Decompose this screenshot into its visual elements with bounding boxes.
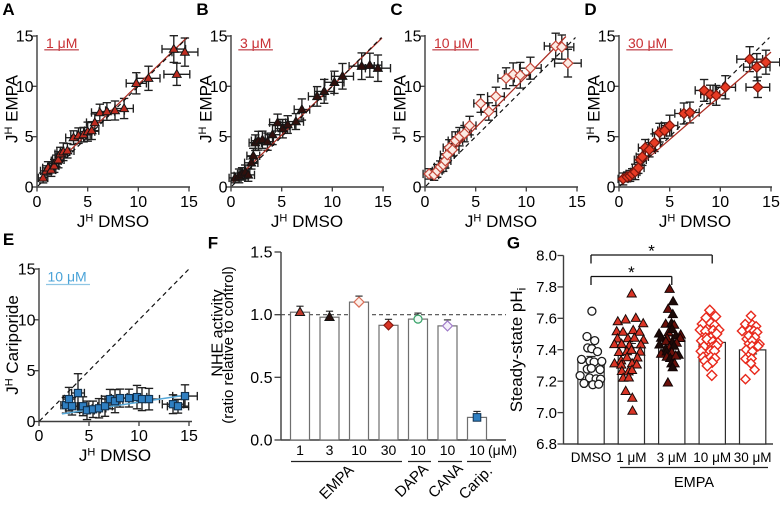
svg-text:15: 15	[180, 194, 198, 211]
svg-text:5: 5	[85, 428, 94, 445]
svg-text:B: B	[196, 0, 208, 19]
svg-text:5: 5	[83, 194, 92, 211]
svg-text:0: 0	[33, 194, 42, 211]
svg-text:15: 15	[180, 428, 198, 445]
svg-text:0: 0	[219, 180, 228, 197]
svg-text:10: 10	[323, 194, 341, 211]
svg-text:0: 0	[27, 414, 36, 431]
svg-text:7.2: 7.2	[536, 373, 557, 390]
svg-text:10: 10	[129, 194, 147, 211]
svg-text:0: 0	[227, 194, 236, 211]
svg-text:10: 10	[410, 442, 426, 458]
svg-text:DMSO: DMSO	[571, 450, 612, 465]
svg-text:0: 0	[615, 194, 624, 211]
svg-text:5: 5	[277, 194, 286, 211]
svg-text:10: 10	[16, 79, 34, 96]
svg-text:1 μM: 1 μM	[46, 35, 77, 51]
svg-text:JH EMPA: JH EMPA	[3, 74, 22, 143]
svg-text:7.8: 7.8	[536, 279, 557, 296]
svg-text:G: G	[507, 234, 520, 253]
svg-text:JH DMSO: JH DMSO	[79, 446, 151, 465]
svg-text:5: 5	[413, 129, 422, 146]
svg-text:30 μM: 30 μM	[734, 450, 772, 465]
svg-text:5: 5	[471, 194, 480, 211]
svg-text:10: 10	[351, 442, 367, 458]
svg-text:0.5: 0.5	[250, 370, 272, 387]
svg-text:1: 1	[296, 442, 304, 458]
svg-text:15: 15	[568, 194, 586, 211]
svg-text:15: 15	[598, 29, 616, 46]
svg-text:5: 5	[219, 129, 228, 146]
svg-text:*: *	[648, 242, 655, 261]
svg-text:5: 5	[665, 194, 674, 211]
svg-text:7.0: 7.0	[536, 405, 557, 422]
svg-text:JH DMSO: JH DMSO	[271, 212, 343, 231]
svg-text:F: F	[208, 234, 218, 253]
svg-text:10 μM: 10 μM	[48, 269, 87, 285]
svg-text:5: 5	[25, 129, 34, 146]
svg-text:10: 10	[18, 312, 36, 329]
svg-text:JH Cariporide: JH Cariporide	[3, 295, 22, 395]
svg-text:15: 15	[210, 29, 228, 46]
svg-text:15: 15	[404, 29, 422, 46]
svg-text:1.5: 1.5	[250, 245, 272, 262]
svg-text:6.8: 6.8	[536, 436, 557, 453]
svg-text:0: 0	[413, 180, 422, 197]
svg-text:1.0: 1.0	[250, 307, 272, 324]
svg-text:10: 10	[711, 194, 729, 211]
svg-text:10 μM: 10 μM	[434, 35, 473, 51]
svg-text:D: D	[584, 0, 596, 19]
svg-text:15: 15	[16, 29, 34, 46]
svg-text:0: 0	[607, 180, 616, 197]
svg-text:10 μM: 10 μM	[693, 450, 731, 465]
svg-text:Steady-state pHi: Steady-state pHi	[507, 288, 529, 413]
svg-text:*: *	[628, 263, 635, 282]
svg-text:A: A	[2, 0, 14, 19]
svg-text:15: 15	[762, 194, 780, 211]
svg-text:JH DMSO: JH DMSO	[465, 212, 537, 231]
svg-text:7.6: 7.6	[536, 311, 557, 328]
svg-text:8.0: 8.0	[536, 248, 557, 265]
svg-text:10: 10	[598, 79, 616, 96]
svg-text:10: 10	[517, 194, 535, 211]
svg-text:JH EMPA: JH EMPA	[197, 74, 216, 143]
svg-text:EMPA: EMPA	[674, 475, 714, 491]
svg-text:JH DMSO: JH DMSO	[77, 212, 149, 231]
svg-text:10: 10	[440, 442, 456, 458]
svg-text:JH EMPA: JH EMPA	[585, 74, 604, 143]
svg-text:0: 0	[421, 194, 430, 211]
svg-text:1 μM: 1 μM	[616, 450, 646, 465]
svg-text:NHE activity: NHE activity	[210, 289, 227, 376]
svg-text:15: 15	[374, 194, 392, 211]
svg-text:30 μM: 30 μM	[628, 35, 667, 51]
svg-text:3 μM: 3 μM	[240, 35, 271, 51]
svg-text:5: 5	[607, 129, 616, 146]
svg-text:10: 10	[210, 79, 228, 96]
svg-text:JH DMSO: JH DMSO	[659, 212, 731, 231]
svg-text:0.0: 0.0	[250, 433, 272, 450]
svg-text:15: 15	[18, 262, 36, 279]
svg-text:5: 5	[27, 363, 36, 380]
svg-text:E: E	[3, 230, 14, 249]
svg-text:0: 0	[35, 428, 44, 445]
svg-text:10: 10	[404, 79, 422, 96]
svg-text:C: C	[390, 0, 402, 19]
svg-text:7.4: 7.4	[536, 342, 557, 359]
svg-text:10: 10	[130, 428, 148, 445]
svg-text:3: 3	[326, 442, 334, 458]
svg-text:(μM): (μM)	[488, 442, 517, 458]
svg-text:0: 0	[25, 180, 34, 197]
svg-text:3 μM: 3 μM	[657, 450, 687, 465]
svg-text:(ratio relative to control): (ratio relative to control)	[220, 266, 237, 424]
svg-text:30: 30	[381, 442, 397, 458]
svg-text:10: 10	[469, 442, 485, 458]
svg-text:JH EMPA: JH EMPA	[391, 74, 410, 143]
